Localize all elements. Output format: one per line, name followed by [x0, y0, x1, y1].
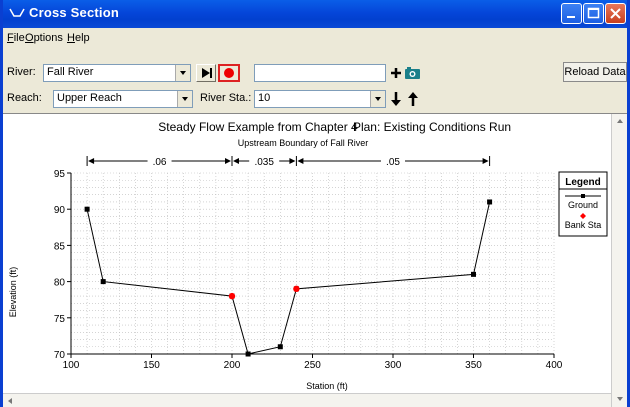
y-tick-label: 90 [54, 205, 66, 216]
y-tick-label: 85 [54, 241, 66, 252]
ground-line [86, 201, 491, 355]
scroll-down-icon[interactable] [617, 397, 623, 401]
y-axis-label: Elevation (ft) [8, 267, 18, 318]
window-title: Cross Section [29, 5, 120, 20]
x-tick-label: 200 [224, 360, 241, 371]
arrow-down-icon[interactable] [391, 92, 401, 106]
x-tick-label: 150 [143, 360, 160, 371]
legend-ground-marker [581, 194, 585, 198]
manning-n-arrow [225, 158, 231, 164]
manning-n-arrow [482, 158, 489, 164]
close-button[interactable] [605, 3, 626, 24]
minimize-button[interactable] [561, 3, 582, 24]
profile-input[interactable] [254, 64, 386, 82]
close-icon [610, 8, 621, 19]
y-tick-label: 75 [54, 314, 66, 325]
legend: Legend Ground Bank Sta [558, 171, 608, 237]
plus-camera-icon [391, 67, 420, 79]
station-arrows [391, 92, 418, 106]
chart-axes: 100 150 200 250 300 350 400 70 75 80 85 90 95 [54, 169, 563, 371]
menu-file-key: F [7, 32, 14, 44]
manning-n-arrow [233, 158, 239, 164]
cross-section-chart: Steady Flow Example from Chapter 4 Plan:… [8, 120, 608, 391]
manning-n-bar: .06 .035 .05 [86, 156, 491, 168]
menu-help[interactable]: Help [67, 32, 90, 44]
ground-point [487, 199, 493, 205]
reload-data-button[interactable]: Reload Data [563, 62, 627, 82]
y-tick-label: 80 [54, 278, 66, 289]
menu-help-key: H [67, 32, 75, 44]
legend-bank-marker [580, 213, 586, 219]
scroll-left-icon[interactable] [8, 398, 12, 404]
manning-n-arrow [88, 158, 95, 164]
chevron-down-icon[interactable] [175, 65, 190, 81]
y-tick-label: 70 [54, 350, 66, 361]
minimize-icon [567, 16, 575, 18]
river-station-select[interactable]: 10 [254, 90, 386, 108]
river-station-label: River Sta.: [200, 92, 252, 104]
x-tick-label: 250 [304, 360, 321, 371]
play-button[interactable] [196, 64, 216, 82]
manning-n-label: .06 [153, 157, 167, 168]
chevron-down-icon[interactable] [177, 91, 192, 107]
river-station-value: 10 [258, 92, 271, 104]
legend-ground-label: Ground [568, 200, 598, 210]
river-label: River: [7, 66, 36, 78]
reach-value: Upper Reach [57, 92, 122, 104]
reach-select[interactable]: Upper Reach [53, 90, 193, 108]
ground-point [100, 279, 106, 285]
ground-point [277, 344, 283, 350]
reach-label: Reach: [7, 92, 42, 104]
manning-n-arrow [289, 158, 296, 164]
x-tick-label: 400 [546, 360, 563, 371]
maximize-icon [587, 7, 600, 19]
menu-options-label: ptions [33, 32, 63, 44]
y-tick-label: 95 [54, 169, 66, 180]
chart-series [84, 199, 493, 357]
ground-point [245, 351, 251, 357]
menu-file[interactable]: File [7, 32, 25, 44]
x-tick-label: 100 [63, 360, 80, 371]
manning-n-arrow [297, 158, 304, 164]
vertical-scrollbar[interactable] [611, 114, 627, 407]
legend-bank-label: Bank Sta [565, 220, 602, 230]
horizontal-scrollbar[interactable] [3, 393, 611, 407]
chevron-down-icon[interactable] [370, 91, 385, 107]
river-select[interactable]: Fall River [43, 64, 191, 82]
chart-plan: Plan: Existing Conditions Run [353, 120, 511, 134]
menu-file-label: ile [13, 32, 25, 44]
x-tick-label: 350 [465, 360, 482, 371]
chart-title: Steady Flow Example from Chapter 4 [158, 120, 358, 134]
record-button[interactable] [218, 64, 240, 82]
station-nav-buttons [389, 90, 423, 108]
plot-area: Steady Flow Example from Chapter 4 Plan:… [3, 113, 627, 407]
x-axis-label: Station (ft) [306, 381, 348, 391]
maximize-button[interactable] [583, 3, 604, 24]
ground-point [471, 271, 476, 277]
scroll-up-icon[interactable] [617, 119, 623, 123]
menu-help-label: elp [74, 32, 90, 44]
record-icon [224, 68, 234, 78]
legend-title: Legend [565, 177, 601, 188]
title-bar[interactable]: Cross Section [3, 0, 627, 28]
river-value: Fall River [47, 66, 94, 78]
menu-bar: File Options Help [3, 28, 627, 48]
chart-subtitle: Upstream Boundary of Fall River [238, 138, 369, 148]
add-plot-button[interactable] [389, 64, 423, 82]
play-icon [202, 68, 212, 78]
bank-station-point [293, 285, 300, 293]
x-tick-label: 300 [385, 360, 402, 371]
arrow-up-icon[interactable] [408, 92, 418, 106]
cross-section-app-icon [9, 8, 25, 17]
bank-station-point [228, 292, 236, 300]
menu-options-key: O [25, 32, 34, 44]
chart-grid [70, 172, 555, 355]
scroll-h-arrows [8, 398, 12, 404]
menu-options[interactable]: Options [25, 32, 63, 44]
scroll-arrows [617, 119, 623, 401]
manning-n-label: .035 [254, 157, 274, 168]
ground-point [84, 206, 90, 212]
manning-n-label: .05 [386, 157, 400, 168]
